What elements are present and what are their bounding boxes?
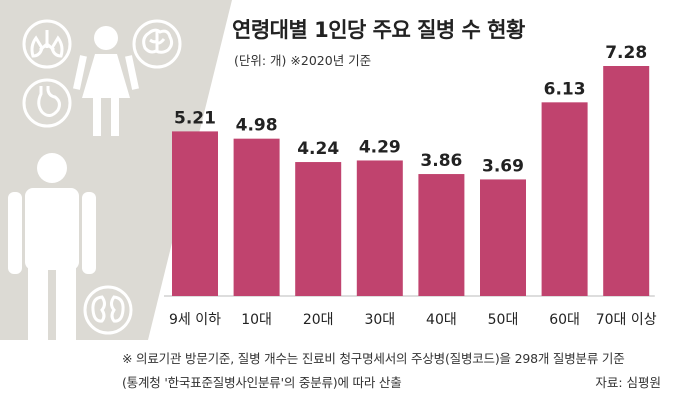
category-label-8: 70대 이상 [596,312,657,328]
value-label-8: 7.28 [605,43,647,63]
category-label-4: 30대 [364,312,395,328]
footnote-line-2: (통계청 '한국표준질병사인분류'의 중분류)에 따라 산출 [122,375,402,390]
bar-3 [295,162,342,296]
category-label-7: 60대 [549,312,580,328]
man-figure-icon [8,153,96,340]
bar-7 [541,102,588,296]
woman-figure-icon [73,26,139,136]
bar-8 [603,66,650,296]
value-label-2: 4.98 [236,116,278,136]
chart-title: 연령대별 1인당 주요 질병 수 현황 [232,18,525,42]
value-label-4: 4.29 [359,137,401,157]
source-credit: 자료: 심평원 [595,375,661,390]
bar-5 [418,174,465,296]
chart-unit-note: (단위: 개) ※2020년 기준 [234,53,372,68]
kidneys-icon [83,285,133,335]
category-label-3: 20대 [303,312,334,328]
value-label-6: 3.69 [482,156,524,176]
brain-icon [132,19,182,69]
category-label-6: 50대 [488,312,519,328]
bar-1 [172,131,218,296]
value-label-1: 5.21 [174,108,216,128]
footnote-line-1: ※ 의료기관 방문기준, 질병 개수는 진료비 청구명세서의 주상병(질병코드)… [122,351,625,366]
bar-4 [356,160,403,296]
bar-6 [480,179,526,296]
value-label-5: 3.86 [420,151,462,171]
category-label-1: 9세 이하 [169,312,221,328]
value-label-7: 6.13 [544,79,586,99]
lungs-icon [22,19,72,69]
category-label-2: 10대 [241,312,272,328]
bar-2 [233,138,280,296]
stomach-icon [22,78,72,128]
category-label-5: 40대 [426,312,457,328]
value-label-3: 4.24 [297,139,339,159]
